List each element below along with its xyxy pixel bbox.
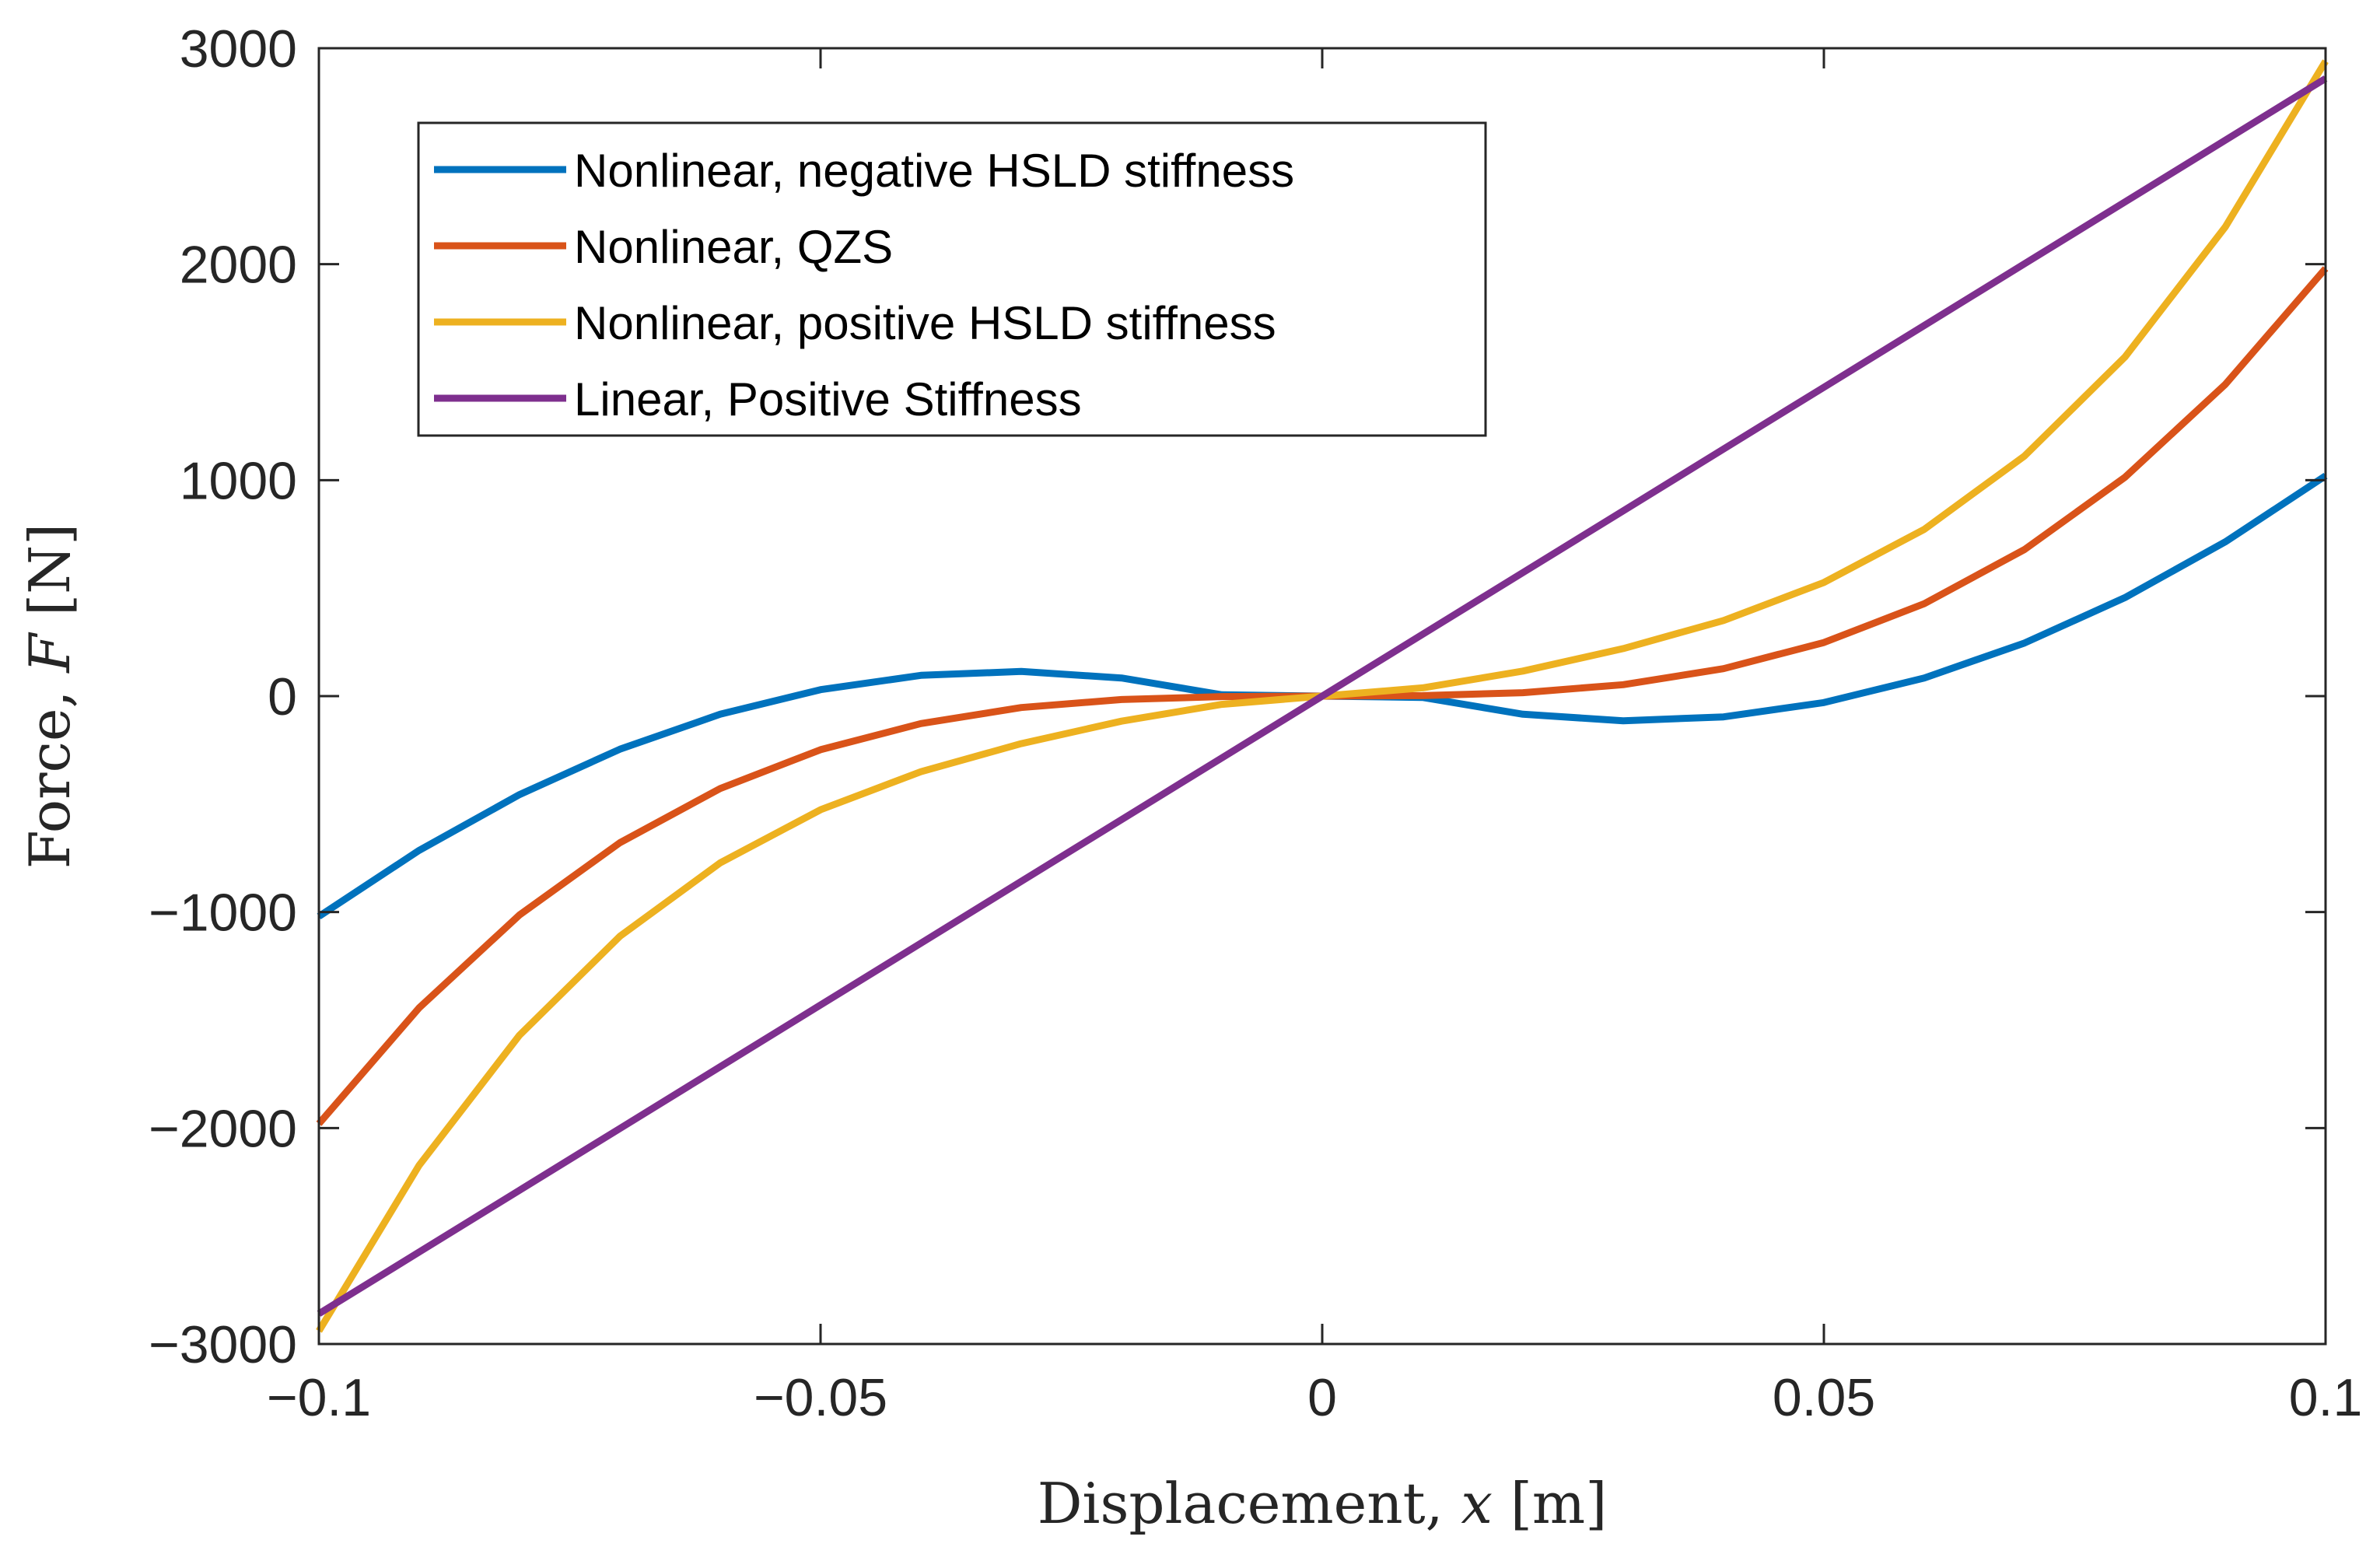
x-axis: −0.1 −0.05 0 0.05 0.1 <box>267 48 2362 1427</box>
x-axis-label-var: x <box>1461 1471 1493 1536</box>
x-axis-label-prefix: Displacement, <box>1038 1471 1461 1536</box>
y-tick-label: −3000 <box>149 1315 297 1374</box>
y-tick-label: 0 <box>268 667 297 726</box>
x-axis-label-unit: [m] <box>1493 1471 1607 1536</box>
series-lines <box>316 59 2329 1333</box>
legend-label: Linear, Positive Stiffness <box>574 373 1082 425</box>
legend: Nonlinear, negative HSLD stiffness Nonlin… <box>417 121 1487 437</box>
legend-label: Nonlinear, QZS <box>574 221 893 273</box>
y-axis-label-var: F <box>17 632 82 674</box>
y-tick-label: 1000 <box>180 451 297 510</box>
y-axis-label: Force, F [N] <box>17 523 82 870</box>
y-tick-label: −1000 <box>149 884 297 943</box>
legend-label: Nonlinear, positive HSLD stiffness <box>574 297 1276 349</box>
y-axis-label-prefix: Force, <box>17 673 82 870</box>
legend-box <box>417 121 1487 437</box>
y-tick-label: 3000 <box>180 19 297 79</box>
x-tick-label: 0 <box>1307 1368 1337 1427</box>
x-tick-label: 0.1 <box>2289 1368 2363 1427</box>
y-axis-label-unit: [N] <box>17 523 82 634</box>
y-tick-label: −2000 <box>149 1099 297 1158</box>
x-tick-label: 0.05 <box>1773 1368 1875 1427</box>
legend-label: Nonlinear, negative HSLD stiffness <box>574 145 1294 197</box>
y-axis: −3000 −2000 −1000 0 1000 2000 3000 <box>149 19 2326 1374</box>
series-line-4 <box>317 75 2328 1317</box>
x-axis-label: Displacement, x [m] <box>1038 1471 1608 1536</box>
x-tick-label: −0.1 <box>267 1368 371 1427</box>
x-tick-label: −0.05 <box>754 1368 887 1427</box>
y-tick-label: 2000 <box>180 236 297 295</box>
